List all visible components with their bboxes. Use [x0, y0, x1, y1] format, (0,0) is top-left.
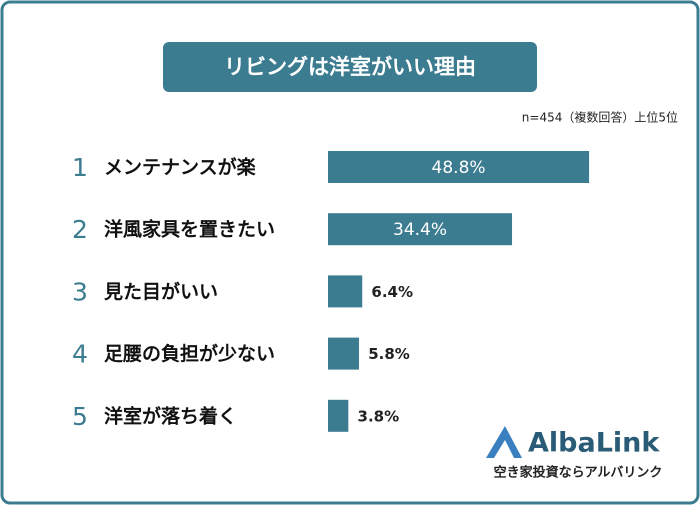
note: n=454（複数回答）上位5位 — [522, 110, 678, 125]
value-label: 34.4% — [393, 220, 447, 240]
bar — [328, 275, 363, 308]
logo: AlbaLink 空き家投資ならアルバリンク — [486, 426, 662, 481]
bar — [328, 399, 349, 432]
rank: 2 — [72, 215, 88, 244]
bar — [328, 151, 590, 183]
category-label: メンテナンスが楽 — [104, 156, 257, 179]
bar — [328, 213, 513, 246]
logo-icon — [494, 440, 514, 458]
logo-name: AlbaLink — [528, 428, 660, 459]
category-label: 洋風家具を置きたい — [104, 218, 275, 241]
category-label: 洋室が落ち着く — [104, 404, 237, 427]
title-box — [163, 42, 537, 92]
rank: 3 — [72, 277, 88, 306]
rank: 5 — [72, 402, 88, 431]
category-label: 足腰の負担が少ない — [104, 342, 275, 365]
category-label: 見た目がいい — [104, 280, 218, 303]
value-label: 5.8% — [368, 345, 410, 363]
value-label: 6.4% — [371, 283, 413, 301]
logo-tagline: 空き家投資ならアルバリンク — [494, 465, 663, 481]
value-label: 48.8% — [432, 158, 486, 178]
rank: 4 — [72, 340, 88, 369]
value-label: 3.8% — [358, 407, 400, 425]
rank: 1 — [72, 153, 88, 182]
bar — [328, 337, 360, 370]
chart-title: リビングは洋室がいい理由 — [224, 55, 476, 79]
